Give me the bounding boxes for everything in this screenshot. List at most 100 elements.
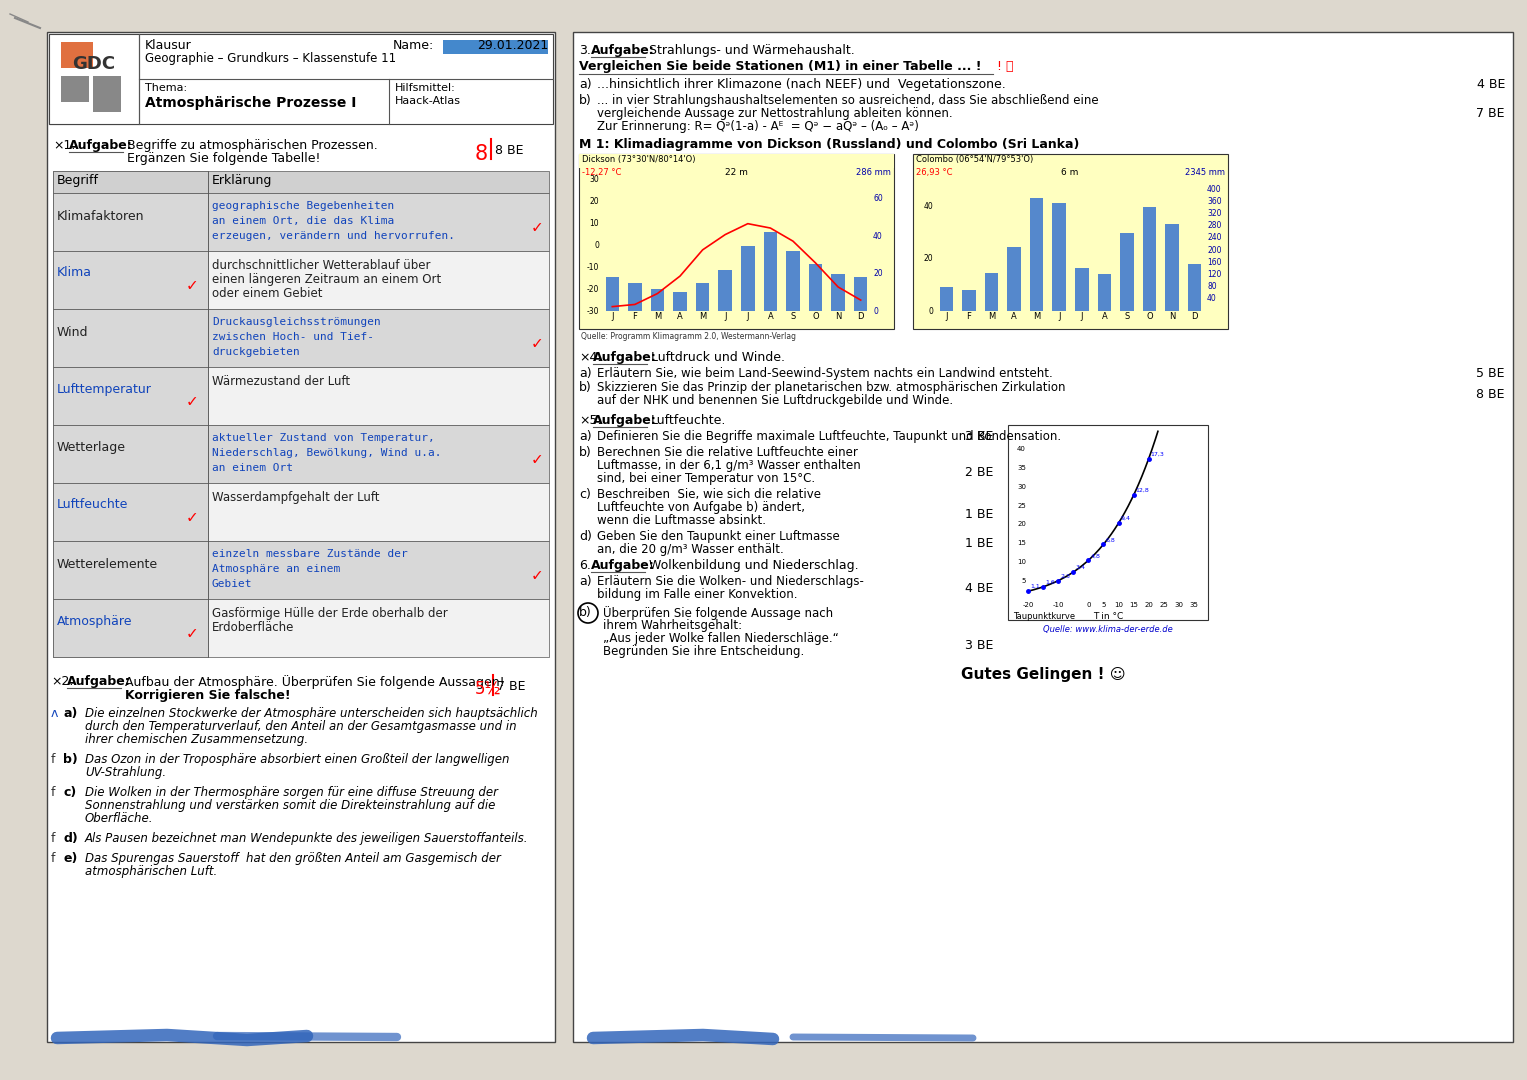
Text: J: J xyxy=(747,312,750,321)
Text: J: J xyxy=(945,312,948,321)
Bar xyxy=(809,265,823,311)
Text: Gutes Gelingen ! ☺: Gutes Gelingen ! ☺ xyxy=(960,667,1125,681)
Text: A: A xyxy=(1011,312,1017,321)
Text: 1 BE: 1 BE xyxy=(965,508,993,521)
Text: c): c) xyxy=(63,786,76,799)
Bar xyxy=(53,309,550,367)
Text: 30: 30 xyxy=(589,175,599,185)
Text: Beschreiben  Sie, wie sich die relative: Beschreiben Sie, wie sich die relative xyxy=(597,488,822,501)
Text: Erklärung: Erklärung xyxy=(212,174,272,187)
Text: 4 BE: 4 BE xyxy=(965,582,993,595)
Text: UV-Strahlung.: UV-Strahlung. xyxy=(86,766,166,779)
Text: A: A xyxy=(1101,312,1107,321)
Text: ✓: ✓ xyxy=(531,220,544,235)
Text: ✓: ✓ xyxy=(186,626,199,642)
Text: F: F xyxy=(967,312,971,321)
Bar xyxy=(606,278,618,311)
Text: S: S xyxy=(791,312,796,321)
Text: Klausur: Klausur xyxy=(145,39,192,52)
Text: durchschnittlicher Wetterablauf über: durchschnittlicher Wetterablauf über xyxy=(212,259,431,272)
Bar xyxy=(53,193,550,251)
Text: aktueller Zustand von Temperatur,: aktueller Zustand von Temperatur, xyxy=(212,433,435,443)
Text: Gasförmige Hülle der Erde oberhalb der: Gasförmige Hülle der Erde oberhalb der xyxy=(212,607,447,620)
Bar xyxy=(854,278,867,311)
Text: ...hinsichtlich ihrer Klimazone (nach NEEF) und  Vegetationszone.: ...hinsichtlich ihrer Klimazone (nach NE… xyxy=(597,78,1006,91)
Text: 6.: 6. xyxy=(579,559,591,572)
Text: 400: 400 xyxy=(1206,185,1222,193)
Text: 7 BE: 7 BE xyxy=(496,680,525,693)
Bar xyxy=(764,232,777,311)
Text: 4 BE: 4 BE xyxy=(1477,78,1506,91)
Text: 25: 25 xyxy=(1017,502,1026,509)
Text: 20: 20 xyxy=(924,254,933,264)
Bar xyxy=(985,273,999,311)
Text: Definieren Sie die Begriffe maximale Luftfeuchte, Taupunkt und Kondensation.: Definieren Sie die Begriffe maximale Luf… xyxy=(597,430,1061,443)
Text: atmosphärischen Luft.: atmosphärischen Luft. xyxy=(86,865,217,878)
Text: 40: 40 xyxy=(1017,446,1026,451)
Text: a): a) xyxy=(579,78,591,91)
Text: M: M xyxy=(1032,312,1040,321)
Text: 286 mm: 286 mm xyxy=(857,168,890,177)
Text: ✓: ✓ xyxy=(186,394,199,409)
Text: 160: 160 xyxy=(1206,258,1222,267)
Bar xyxy=(673,293,687,311)
Text: durch den Temperaturverlauf, den Anteil an der Gesamtgasmasse und in: durch den Temperaturverlauf, den Anteil … xyxy=(86,720,516,733)
Text: Begriffe zu atmosphärischen Prozessen.: Begriffe zu atmosphärischen Prozessen. xyxy=(127,139,377,152)
Text: 22 m: 22 m xyxy=(725,168,747,177)
Bar xyxy=(1188,264,1202,311)
Text: M: M xyxy=(988,312,996,321)
Bar xyxy=(49,33,139,124)
Text: 0: 0 xyxy=(928,307,933,315)
Text: b): b) xyxy=(579,94,592,107)
Text: 1,6: 1,6 xyxy=(1044,580,1055,585)
Text: Aufgabe:: Aufgabe: xyxy=(67,675,131,688)
Text: Quelle: Programm Klimagramm 2.0, Westermann-Verlag: Quelle: Programm Klimagramm 2.0, Westerm… xyxy=(580,332,796,341)
Text: 15: 15 xyxy=(1128,602,1138,608)
Bar xyxy=(651,288,664,311)
Text: Luftfeuchte von Aufgabe b) ändert,: Luftfeuchte von Aufgabe b) ändert, xyxy=(597,501,805,514)
Text: -10: -10 xyxy=(1052,602,1064,608)
Text: 20: 20 xyxy=(1144,602,1153,608)
Text: Wind: Wind xyxy=(56,325,89,338)
Text: Luftmasse, in der 6,1 g/m³ Wasser enthalten: Luftmasse, in der 6,1 g/m³ Wasser enthal… xyxy=(597,459,861,472)
Bar xyxy=(939,286,953,311)
Bar xyxy=(1121,233,1133,311)
Text: 3.: 3. xyxy=(579,44,591,57)
Text: -30: -30 xyxy=(586,307,599,315)
Text: Erläutern Sie die Wolken- und Niederschlags-: Erläutern Sie die Wolken- und Niederschl… xyxy=(597,575,864,588)
Bar xyxy=(1008,426,1208,620)
Text: bildung im Falle einer Konvektion.: bildung im Falle einer Konvektion. xyxy=(597,588,797,600)
Text: N: N xyxy=(1170,312,1176,321)
Text: 30: 30 xyxy=(1174,602,1183,608)
Bar xyxy=(53,251,550,309)
Text: ! 🙂: ! 🙂 xyxy=(997,60,1014,73)
Text: Geographie – Grundkurs – Klassenstufe 11: Geographie – Grundkurs – Klassenstufe 11 xyxy=(145,52,395,65)
Text: f: f xyxy=(50,832,55,845)
Text: Luftfeuchte.: Luftfeuchte. xyxy=(651,414,727,427)
Text: ʌ: ʌ xyxy=(50,707,58,720)
Text: -20: -20 xyxy=(1022,602,1034,608)
Text: 1,1: 1,1 xyxy=(1031,584,1040,590)
Text: Druckausgleichsströmungen: Druckausgleichsströmungen xyxy=(212,318,380,327)
Text: ihrem Wahrheitsgehalt:: ihrem Wahrheitsgehalt: xyxy=(603,619,742,632)
Text: 60: 60 xyxy=(873,194,883,203)
Text: 8 BE: 8 BE xyxy=(495,144,524,157)
Bar xyxy=(53,541,550,599)
Text: Begründen Sie ihre Entscheidung.: Begründen Sie ihre Entscheidung. xyxy=(603,645,805,658)
Text: J: J xyxy=(724,312,727,321)
Text: einzeln messbare Zustände der: einzeln messbare Zustände der xyxy=(212,549,408,559)
Text: 10: 10 xyxy=(1115,602,1122,608)
Text: ihrer chemischen Zusammensetzung.: ihrer chemischen Zusammensetzung. xyxy=(86,733,308,746)
Text: f: f xyxy=(50,786,55,799)
Text: 10: 10 xyxy=(589,219,599,228)
Text: D: D xyxy=(858,312,864,321)
Text: „Aus jeder Wolke fallen Niederschläge.“: „Aus jeder Wolke fallen Niederschläge.“ xyxy=(603,632,838,645)
Text: f: f xyxy=(50,753,55,766)
Text: f: f xyxy=(50,852,55,865)
Text: 30: 30 xyxy=(1017,484,1026,489)
Text: 29.01.2021: 29.01.2021 xyxy=(476,39,548,52)
Text: Wetterelemente: Wetterelemente xyxy=(56,557,159,570)
Text: Oberfläche.: Oberfläche. xyxy=(86,812,154,825)
Text: b): b) xyxy=(63,753,78,766)
Text: 4,8: 4,8 xyxy=(1090,553,1101,558)
